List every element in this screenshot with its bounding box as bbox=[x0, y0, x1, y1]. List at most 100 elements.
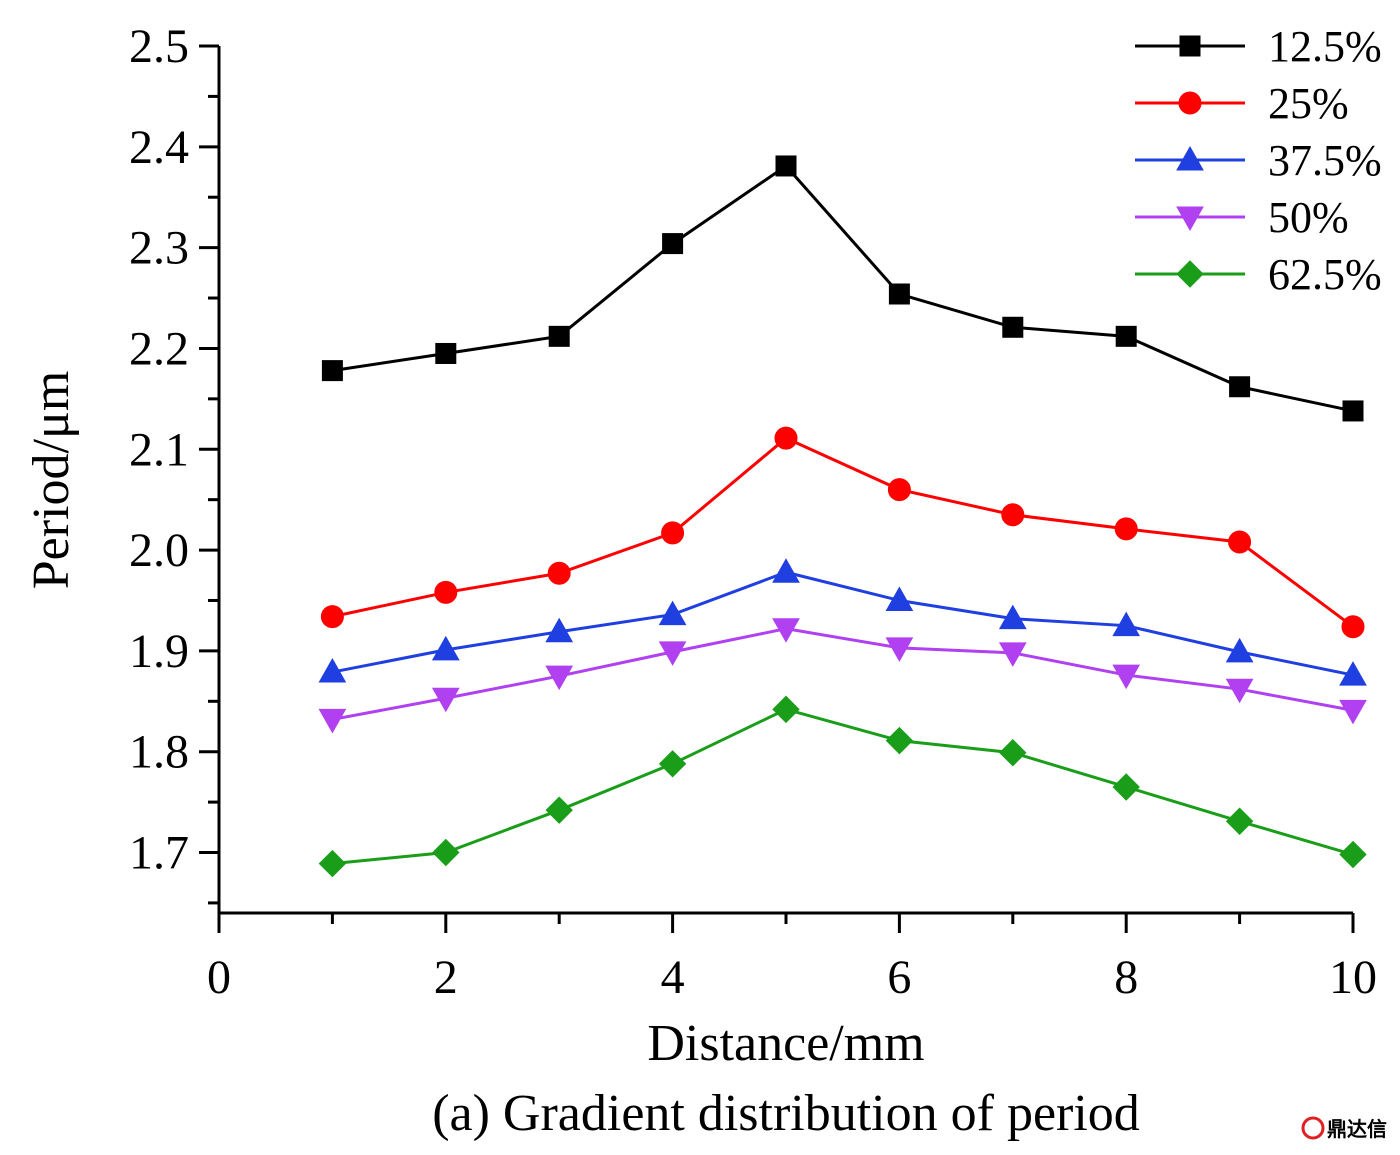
data-point bbox=[772, 618, 800, 643]
data-point bbox=[772, 558, 800, 583]
data-point bbox=[887, 478, 911, 502]
legend-marker bbox=[1176, 206, 1204, 232]
data-point bbox=[432, 838, 460, 867]
data-point bbox=[1112, 611, 1141, 637]
data-point bbox=[1115, 325, 1137, 347]
data-point bbox=[888, 283, 910, 305]
data-point bbox=[545, 796, 573, 824]
data-point bbox=[999, 738, 1027, 767]
data-point bbox=[774, 426, 798, 450]
legend-label: 25% bbox=[1268, 79, 1349, 128]
data-point bbox=[1339, 840, 1367, 869]
y-tick-label: 2.0 bbox=[129, 524, 189, 577]
data-point bbox=[431, 687, 460, 713]
data-point bbox=[1225, 678, 1254, 704]
data-point bbox=[658, 600, 687, 626]
y-tick-label: 1.8 bbox=[129, 726, 189, 779]
series-5 bbox=[318, 695, 1367, 878]
data-point bbox=[320, 605, 344, 629]
data-point bbox=[885, 586, 914, 611]
x-tick-label: 0 bbox=[207, 951, 231, 1004]
series-group bbox=[318, 155, 1367, 878]
legend-marker bbox=[1179, 35, 1201, 57]
y-axis-title: Period/μm bbox=[23, 371, 80, 590]
watermark-logo-icon bbox=[1301, 1116, 1325, 1140]
y-tick-label: 1.7 bbox=[129, 827, 189, 880]
watermark: 鼎达信 bbox=[1301, 1116, 1387, 1141]
data-point bbox=[658, 750, 687, 778]
data-point bbox=[1339, 661, 1367, 686]
data-point bbox=[1225, 807, 1254, 835]
legend-item: 12.5% bbox=[1135, 22, 1382, 71]
data-point bbox=[1229, 376, 1251, 398]
data-point bbox=[661, 521, 685, 545]
series-line bbox=[332, 436, 1354, 628]
x-tick-label: 2 bbox=[434, 951, 458, 1004]
data-point bbox=[434, 580, 458, 604]
figure-caption: (a) Gradient distribution of period bbox=[432, 1085, 1140, 1142]
data-point bbox=[1225, 637, 1254, 663]
data-point bbox=[998, 604, 1027, 630]
legend-label: 62.5% bbox=[1268, 250, 1382, 299]
data-point bbox=[885, 726, 914, 755]
data-point bbox=[548, 325, 570, 347]
data-point bbox=[1342, 400, 1364, 422]
data-point bbox=[547, 561, 571, 585]
legend-item: 50% bbox=[1135, 193, 1349, 242]
series-line bbox=[332, 163, 1354, 413]
data-point bbox=[545, 665, 574, 691]
series-2 bbox=[320, 426, 1365, 639]
axes: 1.7 1.8 1.9 2.0 2.1 2.2 2.3 2.4 2.5 0 2 4 6 8 10 bbox=[129, 20, 1377, 1004]
x-tick-label: 4 bbox=[661, 951, 685, 1004]
data-point bbox=[885, 637, 914, 662]
data-point bbox=[1002, 316, 1024, 338]
data-point bbox=[1001, 503, 1025, 527]
series-3 bbox=[318, 558, 1367, 686]
data-point bbox=[998, 642, 1027, 667]
legend-label: 37.5% bbox=[1268, 136, 1382, 185]
y-tick-label: 2.1 bbox=[129, 423, 189, 476]
legend-label: 12.5% bbox=[1268, 22, 1382, 71]
data-point bbox=[1339, 699, 1367, 725]
legend-label: 50% bbox=[1268, 193, 1349, 242]
data-point bbox=[1112, 773, 1140, 801]
data-point bbox=[318, 849, 347, 878]
data-point bbox=[1112, 664, 1141, 690]
y-tick-label: 2.2 bbox=[129, 322, 189, 375]
data-point bbox=[321, 360, 343, 382]
series-4 bbox=[318, 618, 1367, 734]
data-point bbox=[775, 155, 797, 177]
legend: 12.5% 25% 37.5% 50% 62.5% bbox=[1135, 22, 1382, 299]
y-tick-label: 2.5 bbox=[129, 20, 189, 73]
series-line bbox=[332, 570, 1354, 677]
data-point bbox=[1228, 530, 1252, 554]
x-tick-label: 6 bbox=[887, 951, 911, 1004]
data-point bbox=[318, 658, 347, 683]
data-point bbox=[662, 233, 684, 255]
legend-item: 25% bbox=[1135, 79, 1349, 128]
series-1 bbox=[321, 155, 1364, 422]
data-point bbox=[435, 342, 457, 364]
data-point bbox=[1114, 517, 1138, 541]
data-point bbox=[545, 617, 574, 643]
legend-item: 37.5% bbox=[1135, 136, 1382, 185]
legend-marker bbox=[1176, 260, 1204, 288]
x-tick-label: 8 bbox=[1114, 951, 1138, 1004]
data-point bbox=[318, 708, 347, 734]
data-point bbox=[772, 695, 800, 724]
legend-marker bbox=[1176, 145, 1204, 171]
series-line bbox=[332, 627, 1354, 721]
y-tick-label: 1.9 bbox=[129, 625, 189, 678]
data-point bbox=[1341, 615, 1365, 639]
data-point bbox=[431, 635, 460, 661]
series-line bbox=[332, 707, 1354, 866]
legend-marker bbox=[1178, 91, 1202, 115]
watermark-text: 鼎达信 bbox=[1327, 1117, 1387, 1141]
data-point bbox=[658, 641, 687, 666]
x-axis-title: Distance/mm bbox=[647, 1015, 924, 1072]
x-tick-label: 10 bbox=[1329, 951, 1377, 1004]
y-tick-label: 2.3 bbox=[129, 222, 189, 275]
legend-item: 62.5% bbox=[1135, 250, 1382, 299]
